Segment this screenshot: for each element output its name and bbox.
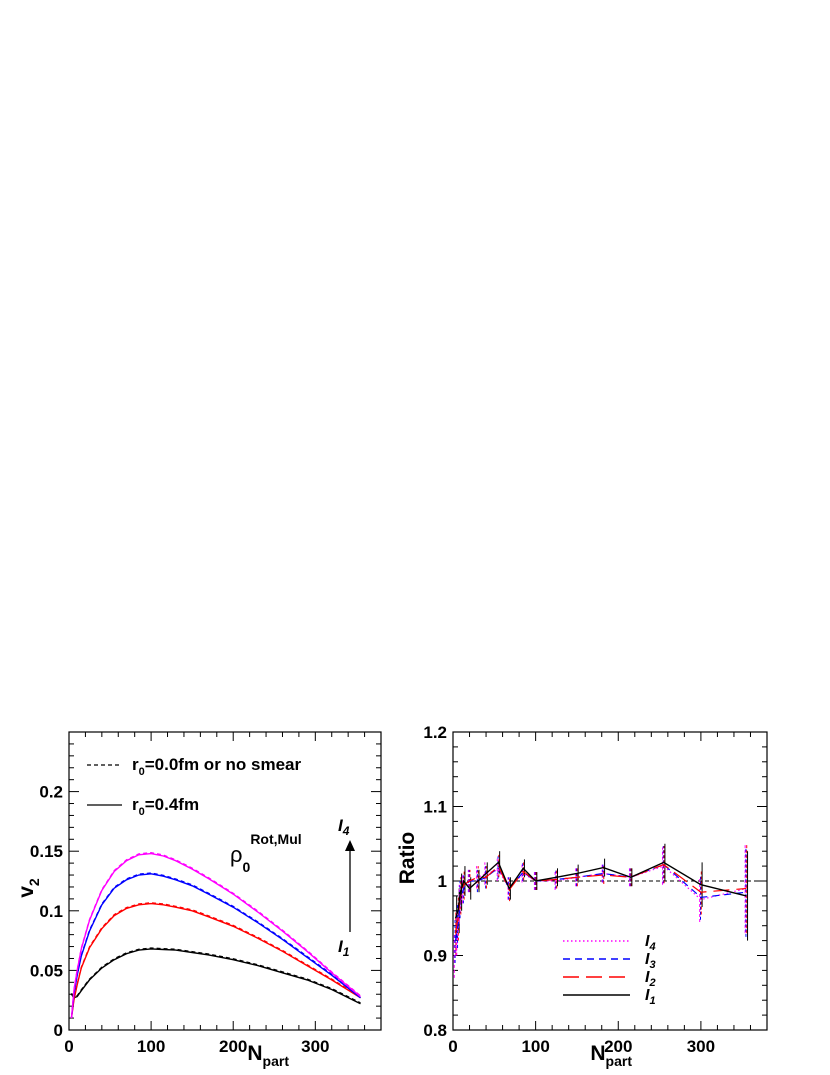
- y-tick-label: 0.1: [39, 902, 63, 921]
- right-legend: I4 I3 I2 I1: [563, 933, 656, 1007]
- right-axis-ticks: 0 100 200 300 0.8 0.9 1 1.1 1.2: [423, 723, 768, 1056]
- x-tick-label: 0: [448, 1037, 457, 1056]
- legend-i3-label: I3: [645, 951, 656, 971]
- y-tick-label: 0: [54, 1021, 63, 1040]
- arrow-annotation: I4 I1: [338, 816, 355, 959]
- left-legend: r0=0.0fm or no smear r0=0.4fm: [87, 755, 302, 818]
- x-tick-label: 300: [301, 1037, 329, 1056]
- legend-i1-label: I1: [645, 987, 656, 1007]
- x-tick-label: 0: [64, 1037, 73, 1056]
- right-chart-panel: 0 100 200 300 0.8 0.9 1 1.1 1.2 Npart Ratio I4 I…: [396, 723, 768, 1069]
- x-tick-label: 300: [687, 1037, 715, 1056]
- x-tick-label: 200: [219, 1037, 247, 1056]
- left-series-1-dashed: [70, 902, 361, 1018]
- left-series-group: [70, 851, 361, 1019]
- left-plot-frame: [68, 731, 382, 1031]
- left-series-2-dashed: [70, 872, 361, 1018]
- left-ylabel: v2: [15, 878, 42, 898]
- y-tick-label: 1.2: [423, 723, 447, 742]
- y-tick-label: 0.9: [423, 947, 447, 966]
- left-series-3-dashed: [70, 851, 361, 1018]
- y-tick-label: 1: [438, 872, 447, 891]
- legend-i4-label: I4: [645, 933, 656, 953]
- y-tick-label: 0.2: [39, 783, 63, 802]
- left-series-3-solid: [70, 852, 361, 1019]
- left-series-0-solid: [70, 948, 361, 1005]
- right-ylabel: Ratio: [396, 832, 419, 885]
- arrow-bottom-label: I1: [338, 937, 350, 959]
- rho-annotation: ρ0Rot,Mul: [230, 831, 302, 875]
- arrow-top-label: I4: [338, 816, 350, 838]
- legend-solid-label: r0=0.4fm: [132, 795, 199, 818]
- right-series-3: [454, 861, 747, 919]
- right-xlabel: Npart: [590, 1042, 632, 1069]
- x-tick-label: 100: [521, 1037, 549, 1056]
- x-tick-label: 200: [604, 1037, 632, 1056]
- right-series-group: [454, 861, 747, 956]
- left-chart-panel: 0 100 200 300 0 0.05 0.1 0.15 0.2 Npart v2 r0=0.…: [15, 731, 382, 1069]
- y-tick-label: 1.1: [423, 798, 447, 817]
- y-tick-label: 0.15: [30, 842, 63, 861]
- y-tick-label: 0.05: [30, 961, 63, 980]
- left-axis-ticks: 0 100 200 300 0 0.05 0.1 0.15 0.2: [30, 731, 382, 1056]
- legend-i2-label: I2: [645, 969, 656, 989]
- right-series-0: [454, 865, 747, 956]
- left-series-1-solid: [70, 902, 361, 1019]
- x-tick-label: 100: [137, 1037, 165, 1056]
- left-xlabel: Npart: [247, 1042, 289, 1069]
- arrow-head: [345, 840, 355, 851]
- left-series-2-solid: [70, 873, 361, 1019]
- y-tick-label: 0.8: [423, 1021, 447, 1040]
- legend-dashed-label: r0=0.0fm or no smear: [132, 755, 302, 778]
